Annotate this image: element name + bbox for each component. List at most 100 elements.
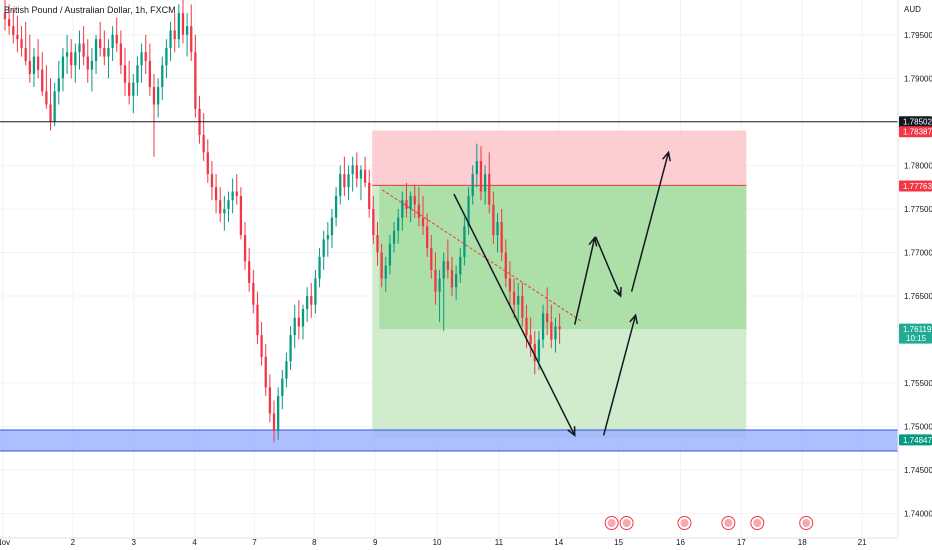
time-tick-label: 18 [798, 538, 807, 547]
candle [161, 56, 164, 101]
candle-body [128, 82, 131, 96]
candle-body [314, 278, 317, 305]
candle [417, 187, 421, 227]
candle-body [36, 56, 40, 70]
candle-body [546, 313, 549, 323]
candle [165, 39, 168, 79]
candle [235, 174, 238, 205]
candle-body [219, 200, 222, 214]
candle-body [99, 39, 102, 48]
candle [305, 287, 309, 323]
time-tick-label: 10 [433, 538, 442, 547]
candle-body [326, 235, 329, 240]
candle-body [496, 221, 499, 236]
price-tick-label: 1.76500 [904, 292, 932, 301]
candle-body [525, 317, 528, 336]
candle [277, 387, 280, 440]
candle [128, 60, 131, 105]
candle-body [144, 52, 147, 61]
candle [529, 317, 532, 357]
candle-body [413, 195, 416, 205]
candle [405, 182, 408, 218]
candle-body [343, 174, 346, 188]
time-tick-label: 8 [312, 538, 317, 547]
entry-price-badge-bg [899, 180, 932, 192]
current-price-badge-countdown: 10:15 [906, 334, 927, 343]
candle [173, 13, 176, 53]
candle [219, 187, 222, 222]
candle [20, 26, 23, 57]
candle-body [521, 295, 524, 318]
candle-body [330, 217, 334, 236]
current-price-badge-text: 1.76119 [903, 325, 932, 334]
time-tick-label: 14 [554, 538, 563, 547]
candle [264, 343, 267, 397]
candle-body [86, 56, 89, 70]
candle [41, 52, 44, 96]
candle-body [20, 39, 23, 48]
candle-body [401, 200, 404, 218]
candle-body [239, 195, 243, 236]
candle [281, 369, 284, 410]
candle [243, 221, 247, 270]
candle-body [508, 278, 512, 292]
candle-body [136, 65, 139, 83]
price-tick-label: 1.77000 [904, 248, 932, 257]
candle [227, 191, 230, 222]
candle-body [32, 56, 36, 74]
candle-body [488, 174, 491, 205]
candle-body [272, 413, 276, 431]
candle [496, 213, 499, 253]
candle-body [152, 87, 156, 105]
event-marker [799, 516, 814, 530]
current-price-badge-bg [899, 323, 932, 344]
candle [483, 165, 487, 205]
candle-body [289, 335, 292, 362]
candle [430, 235, 433, 279]
candle [521, 282, 524, 327]
candle [554, 317, 557, 353]
candle [256, 291, 259, 344]
candle [136, 56, 139, 96]
candle-body [74, 52, 77, 66]
stop-price-badge-bg [899, 126, 932, 138]
candle-body [264, 356, 267, 388]
candle [546, 287, 549, 336]
candle-body [310, 295, 313, 305]
candle-body [305, 295, 309, 310]
candle [467, 187, 470, 236]
candle [82, 26, 85, 66]
candle [475, 143, 478, 188]
time-tick-label: 3 [131, 538, 136, 547]
candle-body [24, 47, 27, 61]
candle [140, 43, 143, 83]
candle-body [492, 204, 495, 236]
candle-body [459, 256, 462, 275]
candle [426, 213, 429, 257]
time-tick-label: 21 [858, 538, 867, 547]
target-price-badge: 1.74847 [899, 434, 932, 446]
candle [380, 243, 383, 288]
price-axis[interactable]: AUD 1.79500 1.79000 1.78000 1.77500 1.77000 1.… [897, 0, 932, 538]
candle-body [384, 265, 387, 279]
candle-body [123, 65, 127, 83]
candle [397, 208, 400, 244]
position-zones [0, 130, 898, 452]
candle-body [409, 195, 412, 209]
candle-body [156, 87, 160, 105]
candle-body [359, 169, 363, 179]
candle [421, 195, 425, 236]
candle-body [446, 261, 449, 270]
candle [177, 4, 180, 48]
candle-body [450, 269, 454, 288]
candles [3, 0, 561, 443]
time-axis[interactable]: Nov 2 3 4 7 8 9 10 11 14 15 16 17 18 21 [0, 537, 898, 547]
symbol-title[interactable]: British Pound / Australian Dollar, 1h, F… [4, 5, 176, 15]
candle-body [529, 335, 532, 344]
time-tick-label: 9 [373, 538, 378, 547]
arrow-head [567, 426, 576, 437]
candle-body [417, 204, 421, 218]
candle-body [434, 269, 437, 292]
